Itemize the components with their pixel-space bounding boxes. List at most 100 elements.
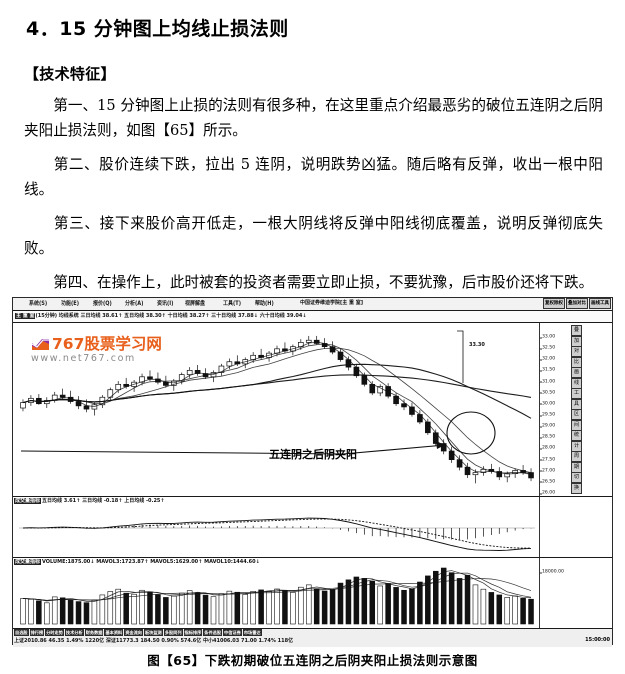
menu-item-tools[interactable]: 工具(T) bbox=[223, 300, 241, 308]
status-tab[interactable]: 多股同列 bbox=[163, 629, 183, 636]
macd-v1-value: 3.61 bbox=[63, 498, 77, 504]
macd-chart bbox=[19, 517, 535, 551]
side-tool-button[interactable]: 计 bbox=[571, 440, 582, 452]
menu-item-news[interactable]: 资讯(I) bbox=[157, 300, 174, 308]
status-tab[interactable]: 自选股 bbox=[14, 629, 29, 636]
price-axis: 33.00 32.50 32.00 31.50 31.00 30.50 30.00 29.50… bbox=[539, 323, 562, 496]
vol-v4-label: MAVOL10 bbox=[204, 559, 231, 565]
price-plot-area[interactable] bbox=[13, 323, 540, 496]
price-axis-tick: 30.50 bbox=[539, 390, 556, 396]
menu-item-video[interactable]: 视屏解盘 bbox=[185, 300, 206, 308]
price-axis-tick: 32.50 bbox=[539, 345, 556, 351]
status-tab[interactable]: 资金流向 bbox=[124, 629, 143, 636]
menu-item-function[interactable]: 功能(E) bbox=[61, 300, 79, 308]
price-axis-tick: 27.00 bbox=[539, 468, 556, 474]
side-tool-button[interactable]: 画 bbox=[571, 367, 582, 378]
window-title: 中国证券维迪学院[主 重 室] bbox=[300, 300, 364, 306]
vol-v1-dir: ↓ bbox=[90, 559, 95, 565]
status-tab[interactable]: 财务数据 bbox=[84, 629, 104, 636]
status-tab[interactable]: 基本资料 bbox=[104, 629, 124, 636]
volume-plot-area[interactable] bbox=[13, 558, 540, 628]
figure-caption: 图【65】下跌初期破位五连阴之后阴夹阳止损法则示意图 bbox=[147, 653, 478, 668]
price-axis-tick: 31.50 bbox=[539, 367, 556, 373]
status-tab[interactable]: 排行榜 bbox=[29, 629, 45, 636]
status-tabs[interactable]: 自选股 排行榜 分时走势 技术分析 财务数据 基本资料 资金流向 板块监测 多股同列 指标排序 条件… bbox=[14, 629, 262, 636]
price-axis-tick: 31.00 bbox=[539, 379, 556, 385]
vol-v2-value: 1723.87 bbox=[121, 559, 145, 565]
side-tool-button[interactable]: 切 bbox=[571, 472, 582, 483]
paragraph-4-text: 第四、在操作上，此时被套的投资者需要立即止损，不要犹豫，后市股价还将下跌。 bbox=[53, 274, 594, 291]
period-label: (15分钟) bbox=[35, 313, 58, 319]
price-axis-tick: 27.50 bbox=[539, 457, 556, 463]
side-tool-button[interactable]: 叠 bbox=[571, 325, 582, 336]
right-tool-buttons[interactable]: 叠加对比画线工具区间统计周期切换 bbox=[562, 323, 612, 496]
indicator-label: 均线系统 bbox=[58, 313, 79, 319]
side-tool-button[interactable]: 换 bbox=[571, 482, 582, 494]
toolbar-button-draw[interactable]: 画线工具 bbox=[589, 298, 611, 309]
side-tool-button[interactable]: 期 bbox=[571, 461, 582, 473]
side-tool-button[interactable]: 对 bbox=[571, 346, 582, 357]
macd-v2-label: 三日均线 bbox=[82, 498, 103, 504]
price-axis-tick: 29.50 bbox=[539, 412, 556, 418]
vol-v2-dir: ↑ bbox=[144, 559, 149, 565]
price-axis-tick: 28.50 bbox=[539, 434, 556, 440]
watermark-brand: 767股票学习网 bbox=[52, 335, 162, 353]
price-axis-tick: 30.00 bbox=[539, 401, 556, 407]
status-tab[interactable]: 板块监测 bbox=[143, 629, 163, 636]
side-tool-button[interactable]: 工 bbox=[571, 388, 582, 399]
status-tab[interactable]: 市场雷达 bbox=[242, 629, 262, 636]
vol-v1-label: VOLUME bbox=[42, 559, 66, 565]
menu-item-help[interactable]: 帮助(H) bbox=[255, 300, 274, 308]
vol-v4-value: 1444.60 bbox=[232, 559, 256, 565]
vol-v3-label: MAVOL5 bbox=[150, 559, 174, 565]
ma60-dir: ↓ bbox=[302, 313, 307, 319]
side-tool-button[interactable]: 区 bbox=[571, 409, 582, 420]
menu-item-analysis[interactable]: 分析(A) bbox=[125, 300, 144, 308]
side-tool-button[interactable]: 比 bbox=[571, 356, 582, 368]
paragraph-3: 第三、接下来股价高开低走，一根大阴线将反弹中阳线彻底覆盖，说明反弹彻底失败。 bbox=[22, 211, 603, 261]
ma10-value: 38.27 bbox=[189, 313, 206, 319]
side-tool-button[interactable]: 加 bbox=[571, 335, 582, 347]
status-tab[interactable]: 指标排序 bbox=[183, 629, 203, 636]
toolbar-button-overlay[interactable]: 叠加对比 bbox=[566, 298, 588, 309]
volume-panel-header: 成交量指标 VOLUME:1875.00↓ MAVOL3:1723.87↑ MAV… bbox=[14, 559, 260, 565]
ma3-dir: ↑ bbox=[118, 313, 123, 319]
chart-annotation-label: 五连阴之后阴夹阳 bbox=[269, 448, 357, 461]
macd-panel[interactable]: 成交量指标 五日均线 3.61↑ 三日均线 -0.18↑ 上日均线 -0.25↑ bbox=[13, 497, 612, 558]
macd-v1-dir: ↑ bbox=[76, 498, 81, 504]
status-tab[interactable]: 条件选股 bbox=[203, 629, 223, 636]
window-toolbar: 复权除权 叠加对比 画线工具 bbox=[543, 298, 611, 309]
volume-chart bbox=[20, 567, 534, 625]
side-tool-button[interactable]: 线 bbox=[571, 377, 582, 389]
macd-v3-value: -0.25 bbox=[145, 498, 161, 504]
menu-item-quote[interactable]: 报价(Q) bbox=[93, 300, 112, 308]
status-tab[interactable]: 分时走势 bbox=[45, 629, 64, 636]
paragraph-3-text: 第三、接下来股价高开低走，一根大阴线将反弹中阳线彻底覆盖，说明反弹彻底失败。 bbox=[24, 215, 603, 257]
toolbar-button-adjust[interactable]: 复权除权 bbox=[543, 298, 565, 309]
macd-v2-value: -0.18 bbox=[103, 498, 119, 504]
page-title: 4．15 分钟图上均线止损法则 bbox=[26, 18, 289, 40]
macd-plot-area[interactable] bbox=[13, 497, 540, 557]
ma30-dir: ↓ bbox=[253, 313, 258, 319]
side-tool-button[interactable]: 间 bbox=[571, 419, 582, 431]
menu-item-system[interactable]: 系统(S) bbox=[29, 300, 48, 308]
side-tool-button[interactable]: 统 bbox=[571, 430, 582, 441]
price-chart-panel[interactable]: 767股票学习网 www.net767.com 五连阴之后阴夹阳 33.30 3… bbox=[13, 323, 612, 497]
volume-panel[interactable]: 成交量指标 VOLUME:1875.00↓ MAVOL3:1723.87↑ MAV… bbox=[13, 558, 612, 629]
status-tab[interactable]: 中信证券 bbox=[223, 629, 242, 636]
ma3-value: 38.61 bbox=[102, 313, 119, 319]
status-tab[interactable]: 技术分析 bbox=[64, 629, 84, 636]
candlestick-chart[interactable] bbox=[13, 323, 542, 496]
ma10-label: 十日均线 bbox=[167, 313, 188, 319]
ma3-label: 三日均线 bbox=[80, 313, 101, 319]
side-tool-button[interactable]: 具 bbox=[571, 398, 582, 410]
symbol-tag: 主 重 室 bbox=[15, 313, 36, 319]
status-clock: 15:00:00 bbox=[585, 637, 610, 643]
ma10-dir: ↑ bbox=[205, 313, 210, 319]
menu-bar: 系统(S) 功能(E) 报价(Q) 分析(A) 资讯(I) 视屏解盘 工具(T)… bbox=[13, 298, 612, 311]
ma30-label: 三十日均线 bbox=[211, 313, 237, 319]
paragraph-2-text: 第二、股价连续下跌，拉出 5 连阴，说明跌势凶猛。随后略有反弹，收出一根中阳线。 bbox=[24, 156, 603, 198]
side-tool-button[interactable]: 周 bbox=[571, 451, 582, 462]
vol-v2-label: MAVOL3 bbox=[96, 559, 120, 565]
